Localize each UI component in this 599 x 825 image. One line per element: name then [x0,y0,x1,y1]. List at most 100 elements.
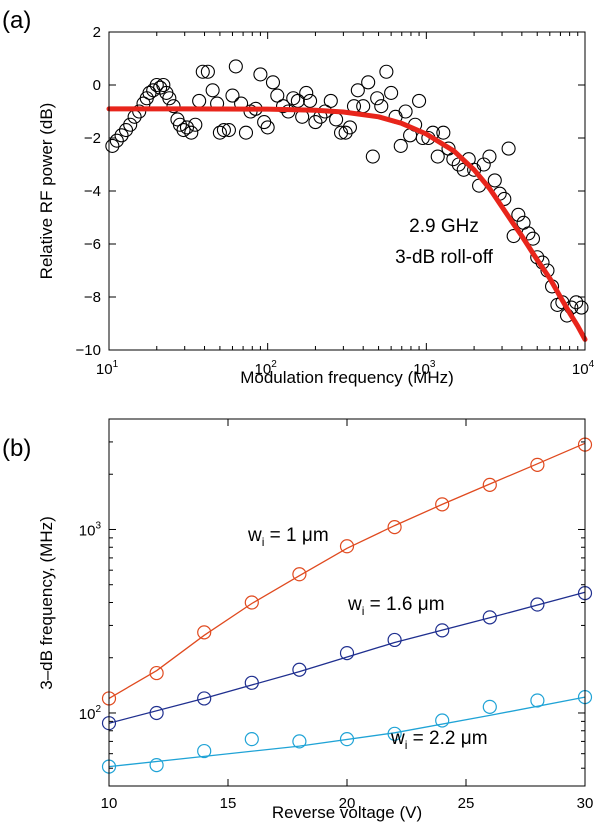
series-1-fit-line [108,591,586,724]
panel-b-plot-area [101,437,593,774]
series-label-1-6um: wi = 1.6 μm [347,594,445,618]
y-tick-label: 102 [79,704,102,723]
panel-b: (b) 10 15 20 25 30 102 103 wi = 1 μm wi = 1.6 … [2,418,593,822]
series-1-marker [292,662,307,677]
panel-a-ticks: 101 102 103 104 2 0 −2 −4 −6 −8 −10 [76,24,595,378]
data-point [361,75,376,90]
data-point [379,64,394,79]
data-point [574,300,589,315]
data-point [511,207,526,222]
y-tick-label: 103 [79,520,102,539]
data-point [384,85,399,100]
series-0-marker [435,497,450,512]
series-0-marker [530,457,545,472]
x-tick-label: 101 [96,359,119,378]
rolloff-annotation-line1: 2.9 GHz [409,216,479,237]
panel-b-label: (b) [2,435,31,462]
data-point [350,83,365,98]
panel-a-axes-frame [108,31,586,351]
series-label-2-2um: wi = 2.2 μm [390,728,488,752]
data-point [308,115,323,130]
series-2-marker [530,693,545,708]
series-0-marker [387,520,402,535]
data-point [299,85,314,100]
panel-b-y-axis-label: 3–dB frequency, (MHz) [37,516,56,690]
data-point [166,99,181,114]
data-point [200,64,215,79]
series-0-marker [482,477,497,492]
data-point [176,123,191,138]
data-point [270,88,285,103]
data-point [290,93,305,108]
series-2-marker [197,743,212,759]
series-2-marker [149,757,164,773]
data-point [216,123,231,138]
y-tick-label: −6 [84,236,101,253]
data-point [192,93,207,108]
data-point [195,64,210,79]
panel-b-x-axis-label: Reverse voltage (V) [272,803,422,822]
series-2-marker [292,734,307,749]
data-point [184,125,199,140]
data-point [238,125,254,140]
data-point [436,125,451,140]
series-0-marker [149,665,164,681]
data-point [338,125,353,140]
y-tick-label: 2 [93,24,101,41]
x-tick-label: 20 [339,795,356,812]
data-point [342,120,357,135]
data-point [109,133,124,148]
data-point [114,128,129,143]
series-0-marker [244,595,259,610]
panel-a-plot-area [105,59,589,342]
data-point [329,112,344,127]
data-point [253,67,268,82]
series-1-marker [197,691,212,706]
data-point [275,99,291,114]
series-1-marker [244,675,259,690]
data-point [260,120,275,135]
y-tick-label: 0 [93,77,101,94]
panel-b-ticks: 10 15 20 25 30 102 103 [79,418,593,812]
data-point [430,149,445,164]
series-2-marker [244,732,259,747]
data-point [286,91,301,106]
series-1-marker [482,610,497,625]
panel-a-x-axis-label: Modulation frequency (MHz) [240,368,454,387]
y-tick-label: −4 [84,183,101,200]
series-2-marker [339,732,355,747]
data-point [149,77,164,93]
data-point [487,173,502,188]
series-2-fit-line [108,696,586,768]
series-0-marker [339,539,355,554]
data-point [132,104,147,119]
data-point [393,138,408,153]
x-tick-label: 10 [101,795,118,812]
data-point [370,91,385,106]
panel-a-label: (a) [2,7,31,34]
data-point [374,99,389,114]
data-point [188,117,203,132]
x-tick-label: 104 [572,359,595,378]
data-point [123,117,138,132]
series-2-marker [482,699,497,714]
data-point [118,123,134,138]
data-point [333,125,349,140]
data-point [303,93,318,108]
data-point [501,141,516,156]
data-point [179,120,195,135]
series-1-marker [387,632,402,648]
data-point [356,99,371,114]
data-point [265,75,281,90]
series-2-marker [435,713,450,728]
data-point [225,88,240,103]
series-0-marker [292,567,307,582]
data-point [221,123,236,138]
x-tick-label: 15 [220,795,237,812]
y-tick-label: −10 [76,342,101,359]
y-tick-label: −2 [84,130,101,147]
rolloff-annotation-line2: 3-dB roll-off [395,247,494,268]
x-tick-label: 25 [458,795,475,812]
data-point [156,77,171,93]
